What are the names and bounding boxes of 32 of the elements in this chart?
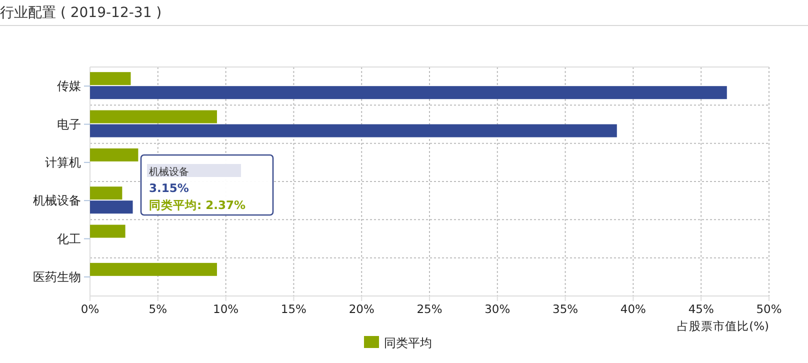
bar — [90, 72, 131, 86]
bar — [90, 200, 133, 214]
x-tick-label: 50% — [756, 302, 782, 316]
bar — [90, 186, 122, 200]
x-tick-label: 10% — [213, 302, 239, 316]
bar — [90, 148, 138, 162]
annotation: 同类平均: 2.37% — [149, 198, 246, 212]
chart-title: 行业配置 ( 2019-12-31 ) — [0, 5, 162, 21]
x-tick-label: 45% — [688, 302, 714, 316]
y-tick-label: 计算机 — [45, 155, 81, 170]
x-axis-title: 占股票市值比(%) — [677, 319, 769, 333]
x-tick-label: 5% — [148, 302, 168, 316]
x-tick-label: 35% — [552, 302, 578, 316]
y-tick-label: 医药生物 — [33, 270, 81, 284]
x-tick-label: 25% — [416, 302, 442, 316]
y-tick-label: 电子 — [57, 117, 81, 132]
legend-label: 同类平均 — [384, 336, 432, 350]
x-tick-label: 15% — [280, 302, 307, 316]
bar — [90, 124, 617, 138]
annotation: 3.15% — [149, 181, 190, 195]
x-tick-label: 0% — [80, 302, 100, 316]
x-tick-label: 40% — [620, 302, 646, 316]
y-tick-label: 化工 — [57, 232, 81, 246]
bar — [90, 262, 217, 276]
bar — [90, 110, 217, 124]
x-tick-label: 20% — [348, 302, 374, 316]
y-tick-label: 传媒 — [57, 79, 81, 94]
bar — [90, 86, 727, 100]
bar — [90, 224, 126, 238]
annotation: 机械设备 — [149, 166, 189, 178]
y-tick-label: 机械设备 — [33, 194, 81, 208]
x-tick-label: 30% — [484, 302, 510, 316]
